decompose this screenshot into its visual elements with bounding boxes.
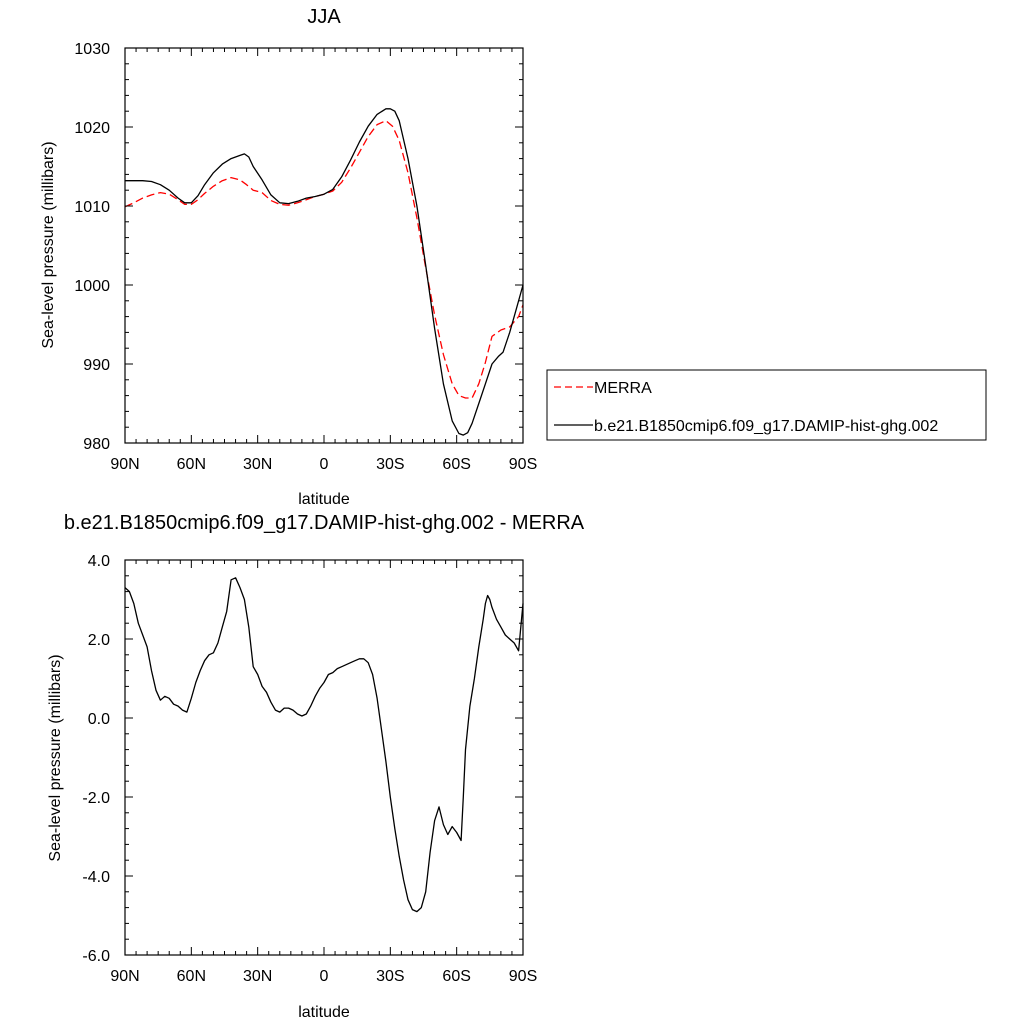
top-x-tick-label: 60S <box>442 456 470 473</box>
top-plot-lines <box>124 108 524 436</box>
bottom-y-tick-label: -6.0 <box>82 948 110 965</box>
bottom-y-tick-label: 0.0 <box>88 711 110 728</box>
bottom-y-tick-label: -2.0 <box>82 790 110 807</box>
top-y-tick-label: 1010 <box>74 199 110 216</box>
bottom-y-tick-label: 2.0 <box>88 632 110 649</box>
top-y-axis-label: Sea-level pressure (millibars) <box>40 141 57 348</box>
top-series-line-1 <box>124 120 524 399</box>
top-chart-title: JJA <box>307 6 341 28</box>
top-x-tick-label: 0 <box>320 456 329 473</box>
bottom-x-ticks: 90N 60N 30N 0 30S 60S 90S <box>110 560 537 985</box>
top-y-tick-label: 990 <box>83 357 110 374</box>
top-series-line-2 <box>125 108 524 436</box>
top-y-ticks: 980 990 1000 1010 1020 1030 <box>74 41 523 453</box>
top-x-tick-label: 60N <box>177 456 206 473</box>
bottom-panel-difference: b.e21.B1850cmip6.f09_g17.DAMIP-hist-ghg.… <box>47 512 585 1021</box>
legend-box <box>546 369 987 441</box>
top-y-tick-label: 1020 <box>74 120 110 137</box>
top-y-tick-label: 1030 <box>74 41 110 58</box>
bottom-y-axis-label: Sea-level pressure (millibars) <box>47 654 64 861</box>
legend-label-merra: MERRA <box>594 380 652 397</box>
top-panel-jja: JJA 90N 60N 30N 0 30S 60S 90S 980 990 1000 1010 10… <box>40 6 987 508</box>
top-x-ticks: 90N 60N 30N 0 30S 60S 90S <box>110 48 537 473</box>
top-y-tick-label: 1000 <box>74 278 110 295</box>
bottom-x-tick-label: 0 <box>320 968 329 985</box>
bottom-plot-lines <box>124 577 524 913</box>
bottom-series-line-1 <box>124 577 524 913</box>
bottom-x-tick-label: 30S <box>376 968 404 985</box>
bottom-y-tick-label: -4.0 <box>82 869 110 886</box>
bottom-y-ticks: -6.0 -4.0 -2.0 0.0 2.0 4.0 <box>82 553 523 965</box>
top-plot-frame <box>124 47 524 444</box>
bottom-chart-title: b.e21.B1850cmip6.f09_g17.DAMIP-hist-ghg.… <box>64 512 585 534</box>
top-x-axis-label: latitude <box>298 491 350 508</box>
bottom-x-tick-label: 60N <box>177 968 206 985</box>
legend: MERRA b.e21.B1850cmip6.f09_g17.DAMIP-his… <box>546 369 987 441</box>
bottom-plot-frame <box>124 559 524 956</box>
bottom-x-axis-label: latitude <box>298 1004 350 1021</box>
top-x-tick-label: 30N <box>243 456 272 473</box>
bottom-x-tick-label: 60S <box>442 968 470 985</box>
bottom-x-tick-label: 30N <box>243 968 272 985</box>
legend-label-model: b.e21.B1850cmip6.f09_g17.DAMIP-hist-ghg.… <box>594 418 938 435</box>
top-x-tick-label: 30S <box>376 456 404 473</box>
top-x-tick-label: 90S <box>509 456 537 473</box>
bottom-x-tick-label: 90N <box>110 968 139 985</box>
top-x-tick-label: 90N <box>110 456 139 473</box>
top-y-tick-label: 980 <box>83 436 110 453</box>
bottom-x-tick-label: 90S <box>509 968 537 985</box>
bottom-y-tick-label: 4.0 <box>88 553 110 570</box>
